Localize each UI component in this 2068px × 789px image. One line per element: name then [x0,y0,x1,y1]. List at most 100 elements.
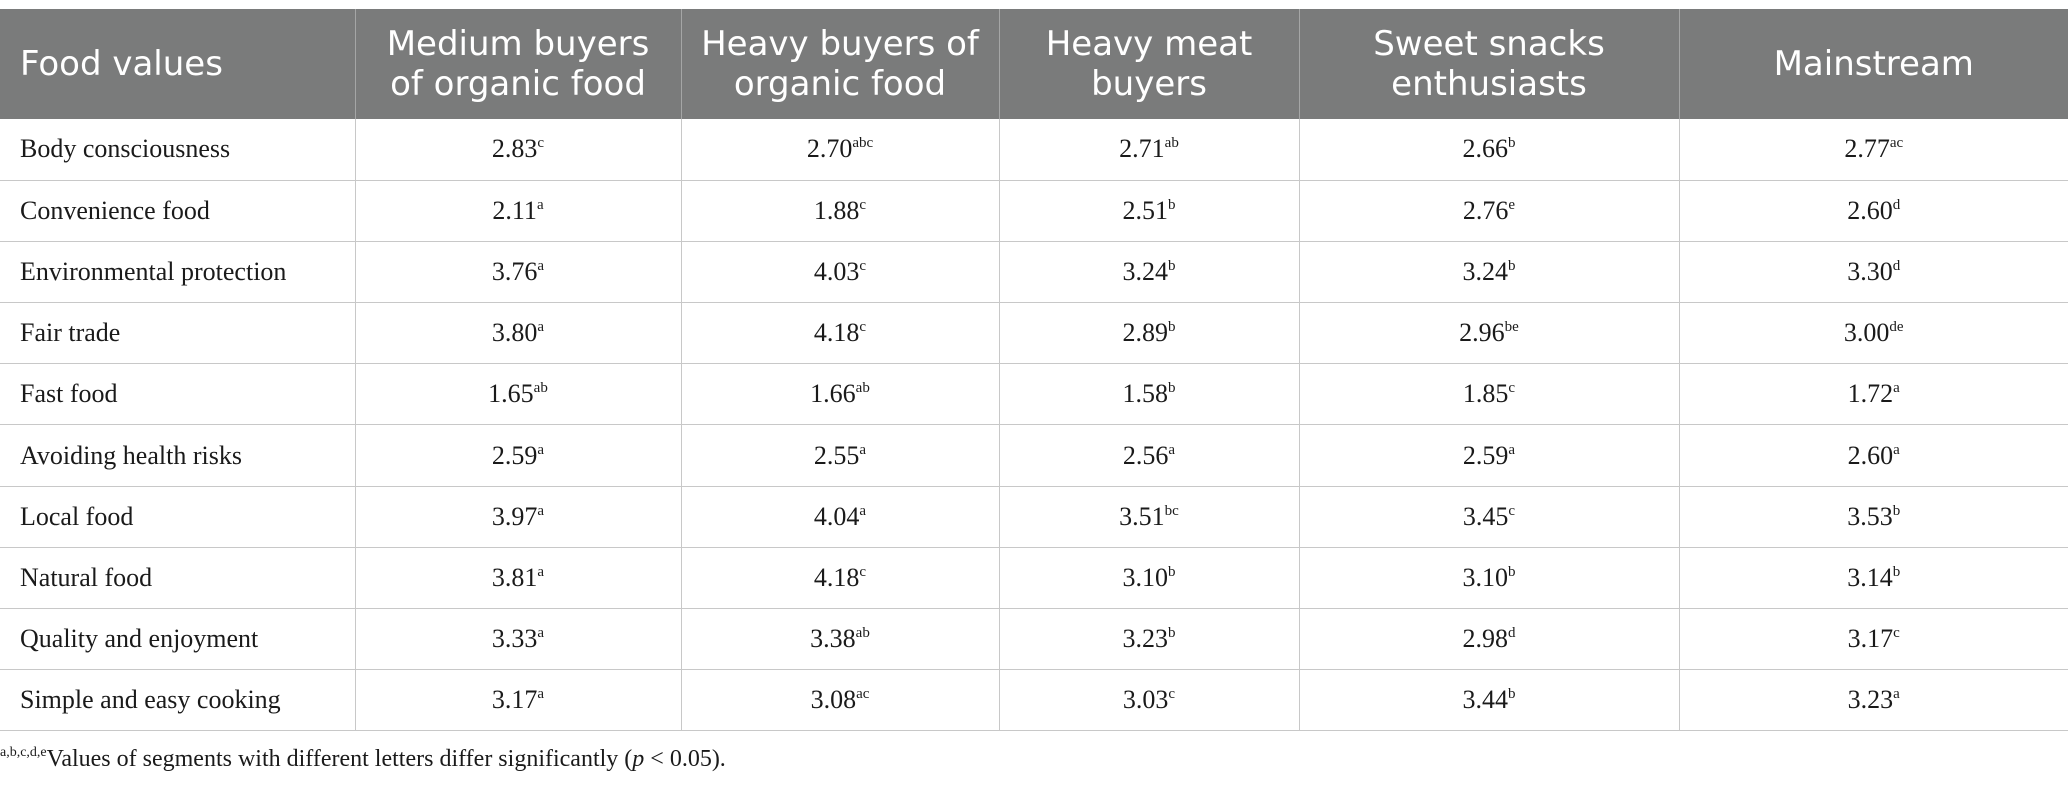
header-mainstream: Mainstream [1679,9,2068,119]
table-cell: 4.18c [681,302,1000,365]
significance-letters: a [1168,441,1176,458]
table-row: Fast food 1.65ab 1.66ab 1.58b 1.85c 1.72a [0,363,2068,426]
cell-value: 2.76 [1462,195,1509,225]
table-cell: 3.14b [1679,547,2068,610]
cell-value: 3.53 [1847,501,1893,531]
table-cell: 2.71ab [999,119,1300,181]
cell-value: 3.45 [1462,501,1509,531]
row-label: Quality and enjoyment [0,608,356,671]
significance-letters: c [859,196,867,213]
table-cell: 3.08ac [681,669,1000,732]
cell-value: 2.11 [492,195,537,225]
header-row: Food values Medium buyers of organic foo… [0,9,2068,119]
table-cell: 3.44b [1299,669,1680,732]
table-cell: 2.56a [999,424,1300,487]
cell-value: 3.97 [491,501,538,531]
table-row: Environmental protection 3.76a 4.03c 3.24b 3… [0,241,2068,304]
table-cell: 2.96be [1299,302,1680,365]
significance-letters: b [1168,319,1176,336]
cell-value: 3.38 [810,624,856,654]
cell-value: 2.96 [1459,318,1505,348]
significance-letters: ac [856,686,870,703]
table-row: Natural food 3.81a 4.18c 3.10b 3.10b 3.14b [0,547,2068,610]
data-table-container: Food values Medium buyers of organic foo… [0,9,2068,732]
cell-value: 3.81 [491,562,538,592]
table-cell: 2.66b [1299,119,1680,181]
table-cell: 1.65ab [355,363,682,426]
cell-value: 2.98 [1462,624,1509,654]
table-cell: 3.51bc [999,486,1300,548]
significance-letters: c [859,319,867,336]
cell-value: 2.83 [491,134,538,164]
significance-letters: a [859,441,867,458]
cell-value: 1.88 [813,195,860,225]
significance-letters: a [537,686,545,703]
cell-value: 3.24 [1462,256,1509,286]
table-cell: 1.66ab [681,363,1000,426]
significance-letters: c [1168,686,1176,703]
cell-value: 3.51 [1119,501,1165,531]
significance-letters: e [1508,196,1516,213]
significance-letters: b [1892,563,1901,580]
row-label: Fast food [0,363,356,426]
significance-letters: a [537,625,545,642]
table-cell: 2.89b [999,302,1300,365]
cell-value: 3.80 [491,318,538,348]
significance-letters: b [1508,257,1516,274]
cell-value: 3.10 [1462,562,1509,592]
table-header: Food values Medium buyers of organic foo… [0,9,2068,119]
row-label: Body consciousness [0,119,356,181]
table-cell: 3.38ab [681,608,1000,671]
cell-value: 4.18 [813,562,860,592]
header-medium-organic-buyers: Medium buyers of organic food [355,9,682,119]
significance-letters: c [859,257,867,274]
table-row: Convenience food 2.11a 1.88c 2.51b 2.76e 2.60… [0,180,2068,242]
significance-letters: a [537,441,545,458]
cell-value: 3.00 [1843,318,1890,348]
row-label: Environmental protection [0,241,356,304]
significance-letters: c [537,135,545,152]
cell-value: 3.24 [1122,256,1169,286]
cell-value: 1.66 [810,379,856,409]
cell-value: 3.08 [810,685,857,715]
cell-value: 2.59 [491,440,538,470]
table-cell: 2.55a [681,424,1000,487]
table-cell: 2.77ac [1679,119,2068,181]
significance-letters: d [1508,625,1516,642]
table-cell: 4.04a [681,486,1000,548]
footnote-text: Values of segments with different letter… [46,746,633,772]
table-cell: 3.81a [355,547,682,610]
significance-letters: d [1892,196,1901,213]
table-cell: 3.80a [355,302,682,365]
table-row: Avoiding health risks 2.59a 2.55a 2.56a 2.59… [0,424,2068,487]
significance-letters: d [1892,257,1901,274]
table-cell: 2.76e [1299,180,1680,242]
significance-letters: c [1508,380,1516,397]
table-row: Simple and easy cooking 3.17a 3.08ac 3.03c 3… [0,669,2068,732]
table-cell: 2.83c [355,119,682,181]
footnote-p-symbol: p [632,746,645,772]
table-cell: 2.11a [355,180,682,242]
table-cell: 2.51b [999,180,1300,242]
table-row: Fair trade 3.80a 4.18c 2.89b 2.96be 3.00de [0,302,2068,365]
significance-letters: ab [1164,135,1179,152]
significance-letters: a [1893,686,1900,703]
table-cell: 2.59a [1299,424,1680,487]
table-row: Quality and enjoyment 3.33a 3.38ab 3.23b 2.9… [0,608,2068,671]
significance-letters: b [1508,135,1516,152]
table-cell: 3.17a [355,669,682,732]
cell-value: 3.03 [1122,685,1169,715]
table-cell: 3.03c [999,669,1300,732]
header-heavy-organic-buyers: Heavy buyers of organic food [681,9,1000,119]
table-row: Local food 3.97a 4.04a 3.51bc 3.45c 3.53b [0,486,2068,548]
table-cell: 4.18c [681,547,1000,610]
significance-letters: ab [533,380,548,397]
significance-letters: b [1892,502,1901,519]
table-cell: 3.97a [355,486,682,548]
significance-letters: a [537,319,545,336]
cell-value: 1.72 [1847,379,1894,409]
cell-value: 2.71 [1119,134,1165,164]
cell-value: 3.33 [491,624,538,654]
cell-value: 3.23 [1122,624,1169,654]
cell-value: 2.51 [1122,195,1169,225]
